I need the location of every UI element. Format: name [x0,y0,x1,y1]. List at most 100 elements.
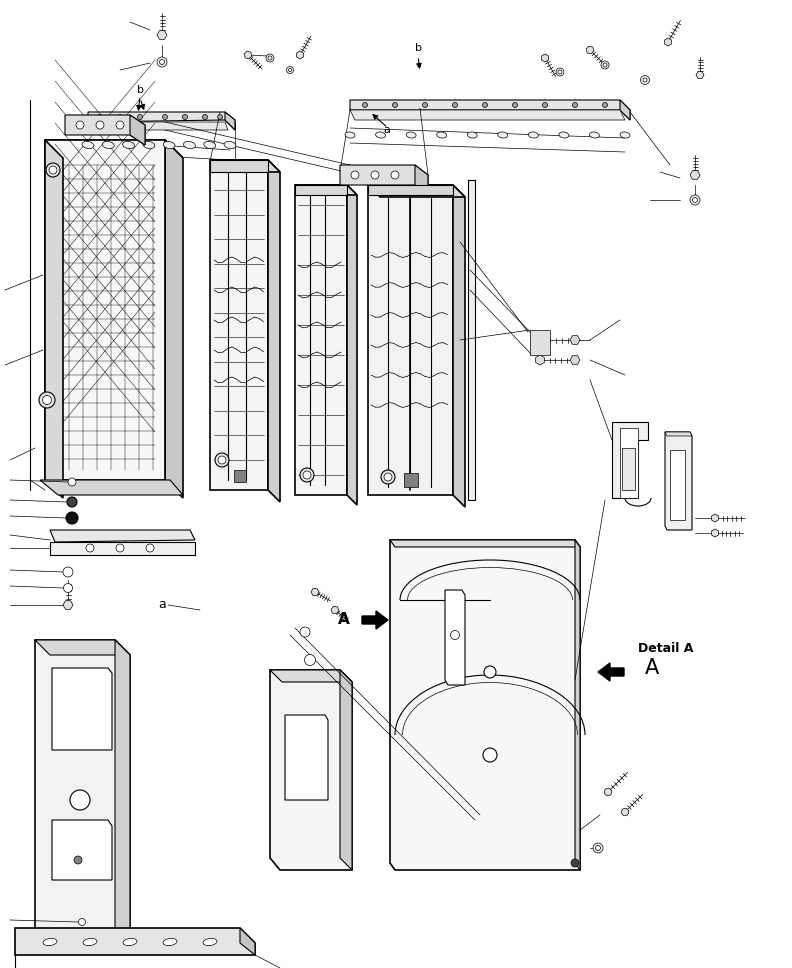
Polygon shape [711,529,718,537]
Circle shape [70,790,90,810]
Circle shape [67,497,77,507]
Polygon shape [296,51,303,59]
Polygon shape [285,715,328,800]
Polygon shape [445,590,465,685]
Circle shape [300,627,310,637]
Circle shape [601,61,609,69]
Polygon shape [368,185,453,495]
Polygon shape [390,540,580,547]
Circle shape [162,114,167,119]
Polygon shape [453,185,465,507]
Polygon shape [368,185,453,195]
Ellipse shape [528,132,539,138]
Polygon shape [165,140,183,498]
Polygon shape [157,31,167,40]
Polygon shape [50,530,195,542]
Circle shape [603,103,607,107]
Ellipse shape [123,938,137,946]
Text: Detail A: Detail A [638,642,693,654]
Polygon shape [63,601,73,609]
Circle shape [146,544,154,552]
Polygon shape [575,540,580,870]
Polygon shape [570,355,580,364]
Circle shape [543,103,547,107]
Polygon shape [45,140,165,480]
Polygon shape [620,100,630,120]
Polygon shape [65,115,145,145]
Ellipse shape [498,132,508,138]
Circle shape [74,856,82,864]
Circle shape [643,78,647,82]
Ellipse shape [163,141,175,149]
Polygon shape [40,480,183,495]
Polygon shape [362,611,388,629]
Polygon shape [225,112,235,130]
Polygon shape [244,51,252,59]
Ellipse shape [204,141,215,149]
Circle shape [391,171,399,179]
Text: b: b [414,43,421,53]
Circle shape [558,70,562,74]
Polygon shape [210,160,280,172]
Circle shape [268,56,272,60]
Text: A: A [645,658,659,678]
Bar [234,470,246,482]
Polygon shape [390,540,580,870]
Ellipse shape [123,141,135,149]
Circle shape [573,103,577,107]
Bar [404,473,418,487]
Polygon shape [45,140,63,498]
Polygon shape [88,122,228,130]
Circle shape [381,470,395,484]
Circle shape [66,512,78,524]
Polygon shape [542,54,549,62]
Ellipse shape [224,141,236,149]
Polygon shape [311,589,319,595]
Circle shape [351,171,359,179]
Circle shape [63,584,73,592]
Ellipse shape [620,132,630,138]
Ellipse shape [467,132,478,138]
Circle shape [452,103,458,107]
Polygon shape [270,670,352,870]
Circle shape [215,453,229,467]
Circle shape [371,171,379,179]
Circle shape [117,114,123,119]
Polygon shape [690,170,700,179]
Circle shape [596,845,600,851]
Circle shape [593,843,603,853]
Polygon shape [670,450,685,520]
Polygon shape [52,820,112,880]
Polygon shape [340,670,352,870]
Polygon shape [347,185,357,505]
Circle shape [203,114,208,119]
Polygon shape [620,428,638,498]
Polygon shape [115,640,130,940]
Polygon shape [350,110,625,120]
Ellipse shape [184,141,196,149]
Polygon shape [415,165,428,195]
Circle shape [287,67,294,74]
Polygon shape [622,448,635,490]
Polygon shape [270,670,352,682]
Polygon shape [210,160,268,172]
Circle shape [393,103,398,107]
Polygon shape [295,185,347,195]
Circle shape [451,630,459,640]
Polygon shape [368,185,465,197]
Polygon shape [45,140,183,158]
Circle shape [512,103,517,107]
Polygon shape [468,180,475,500]
Circle shape [63,567,73,577]
Polygon shape [35,640,130,655]
Text: A: A [338,613,350,627]
Polygon shape [340,165,428,195]
Circle shape [43,396,51,405]
Circle shape [304,654,315,666]
Polygon shape [88,112,235,130]
Circle shape [266,54,274,62]
Polygon shape [570,336,580,345]
Polygon shape [696,72,704,78]
Polygon shape [586,46,594,54]
Ellipse shape [102,141,114,149]
